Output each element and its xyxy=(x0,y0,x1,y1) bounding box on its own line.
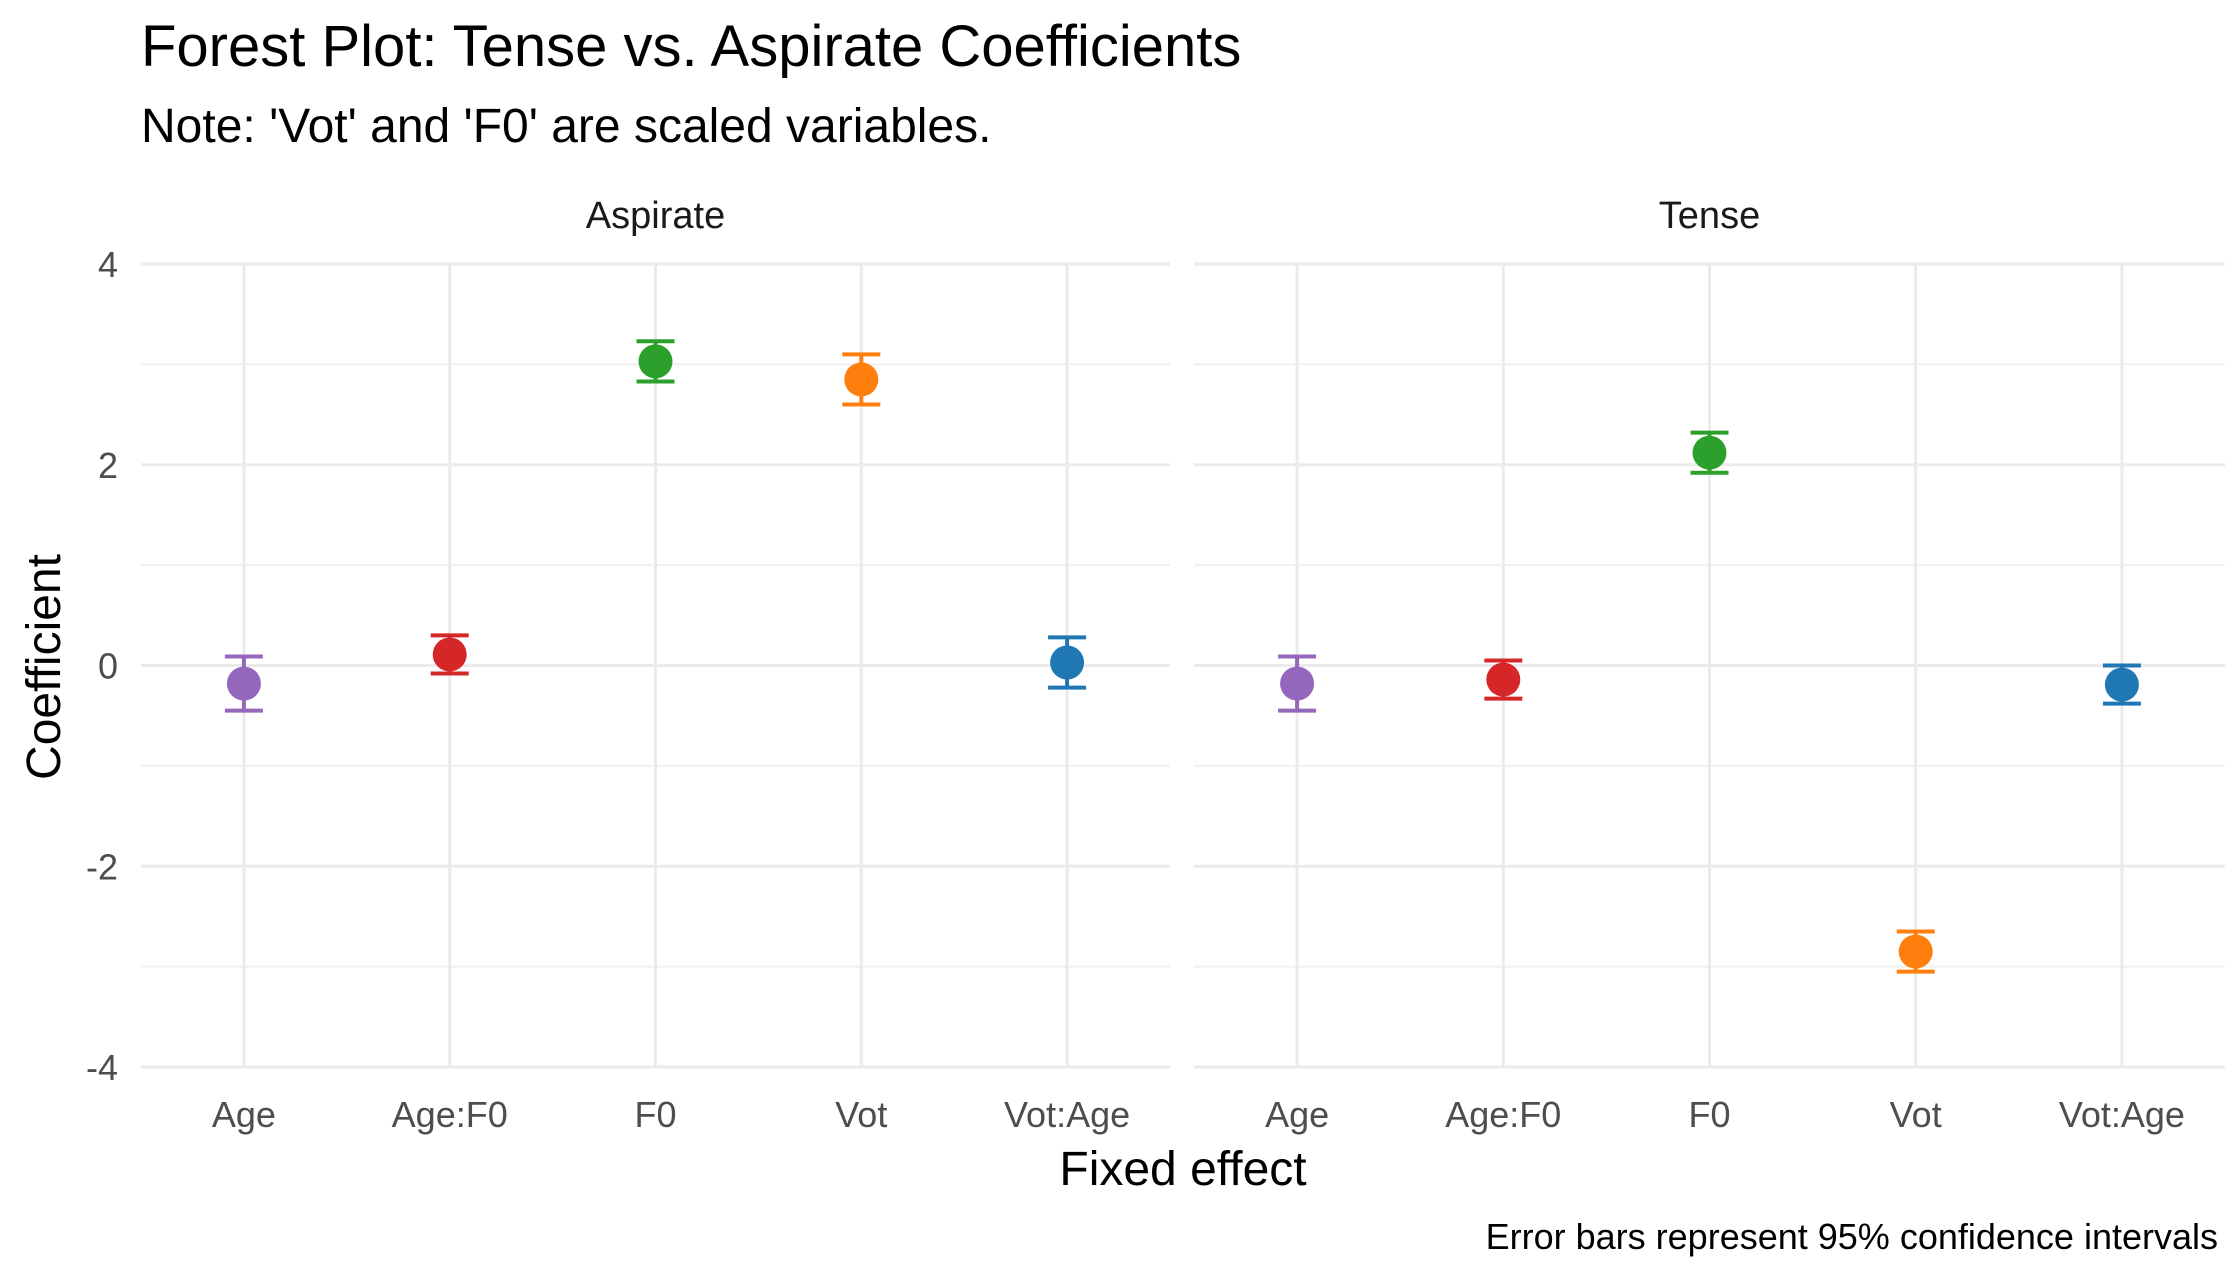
y-tick-label: -2 xyxy=(86,846,118,887)
coefficient-point xyxy=(1486,662,1521,697)
x-axis-title: Fixed effect xyxy=(1059,1143,1306,1196)
coefficient-point xyxy=(1050,645,1085,680)
data-point-group xyxy=(1278,654,1317,713)
data-point-group xyxy=(430,633,469,676)
y-tick-label: 2 xyxy=(98,445,118,486)
y-axis-ticks: 4 2 0 -2 -4 xyxy=(86,244,118,1088)
data-point-group xyxy=(636,339,675,384)
facet-panels: Aspirate Age Age:F0 F0 Vot Vot:Age Tense Age Age… xyxy=(141,195,2225,1135)
y-tick-label: -4 xyxy=(86,1047,118,1088)
data-point-group xyxy=(1484,658,1523,701)
x-tick-label: Vot xyxy=(835,1094,887,1135)
facet-label: Tense xyxy=(1659,195,1760,237)
data-point-group xyxy=(1048,635,1087,690)
data-point-group xyxy=(1690,430,1729,475)
x-tick-label: Age xyxy=(1265,1094,1329,1135)
chart-title: Forest Plot: Tense vs. Aspirate Coeffici… xyxy=(141,14,1241,79)
x-tick-label: Age:F0 xyxy=(392,1094,508,1135)
panel-tense: Tense Age Age:F0 F0 Vot Vot:Age xyxy=(1194,195,2225,1135)
data-point-group xyxy=(842,352,881,407)
data-point-group xyxy=(2102,663,2141,706)
panel-aspirate: Aspirate Age Age:F0 F0 Vot Vot:Age xyxy=(141,195,1170,1135)
data-point-group xyxy=(224,654,263,713)
coefficient-point xyxy=(1280,666,1315,701)
x-tick-label: Age:F0 xyxy=(1445,1094,1561,1135)
coefficient-point xyxy=(638,344,673,379)
y-tick-label: 0 xyxy=(98,646,118,687)
y-axis-title: Coefficient xyxy=(18,554,71,780)
y-tick-label: 4 xyxy=(98,244,118,285)
x-tick-label: F0 xyxy=(634,1094,676,1135)
chart-caption: Error bars represent 95% confidence inte… xyxy=(1486,1216,2218,1257)
coefficient-point xyxy=(1898,934,1933,969)
x-tick-label: Vot:Age xyxy=(2059,1094,2185,1135)
data-point-group xyxy=(1896,929,1935,974)
facet-label: Aspirate xyxy=(586,195,725,237)
chart-subtitle: Note: 'Vot' and 'F0' are scaled variable… xyxy=(141,100,991,153)
x-tick-label: Vot:Age xyxy=(1004,1094,1130,1135)
x-tick-label: Age xyxy=(212,1094,276,1135)
coefficient-point xyxy=(1692,435,1727,470)
x-tick-label: Vot xyxy=(1890,1094,1942,1135)
coefficient-point xyxy=(844,362,879,397)
x-tick-label: F0 xyxy=(1688,1094,1730,1135)
coefficient-point xyxy=(432,637,467,672)
coefficient-point xyxy=(2104,667,2139,702)
coefficient-point xyxy=(226,666,261,701)
